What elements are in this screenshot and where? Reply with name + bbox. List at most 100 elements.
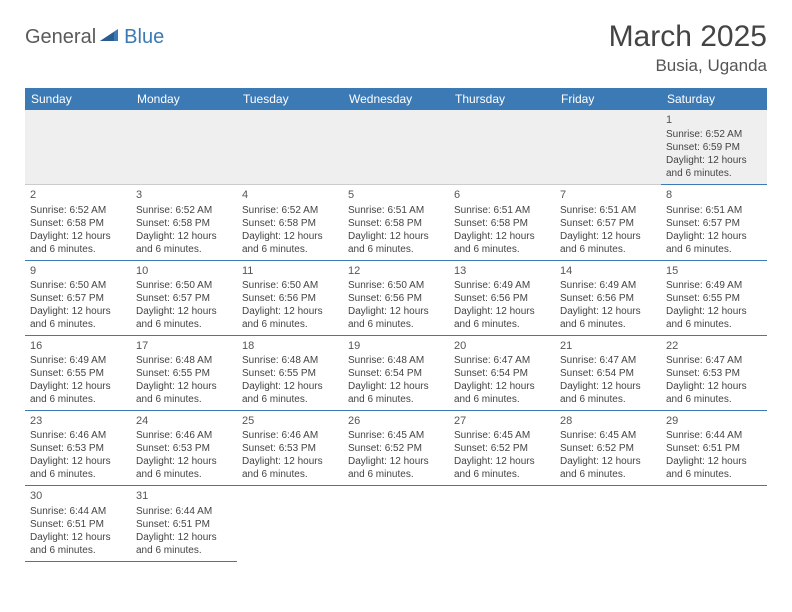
- calendar-week-row: 1Sunrise: 6:52 AMSunset: 6:59 PMDaylight…: [25, 110, 767, 185]
- weekday-header: Monday: [131, 88, 237, 110]
- day-number: 10: [136, 264, 232, 278]
- sunset-line: Sunset: 6:54 PM: [560, 367, 656, 380]
- calendar-day-cell: 22Sunrise: 6:47 AMSunset: 6:53 PMDayligh…: [661, 335, 767, 410]
- calendar-day-cell: 23Sunrise: 6:46 AMSunset: 6:53 PMDayligh…: [25, 411, 131, 486]
- calendar-day-cell: 20Sunrise: 6:47 AMSunset: 6:54 PMDayligh…: [449, 335, 555, 410]
- sunset-line: Sunset: 6:52 PM: [348, 442, 444, 455]
- daylight-line: Daylight: 12 hours and 6 minutes.: [30, 531, 126, 557]
- day-number: 25: [242, 414, 338, 428]
- calendar-day-cell: 29Sunrise: 6:44 AMSunset: 6:51 PMDayligh…: [661, 411, 767, 486]
- weekday-header: Saturday: [661, 88, 767, 110]
- calendar-day-cell: [555, 110, 661, 185]
- calendar-day-cell: 28Sunrise: 6:45 AMSunset: 6:52 PMDayligh…: [555, 411, 661, 486]
- sunrise-line: Sunrise: 6:44 AM: [30, 505, 126, 518]
- calendar-day-cell: 11Sunrise: 6:50 AMSunset: 6:56 PMDayligh…: [237, 260, 343, 335]
- sunset-line: Sunset: 6:56 PM: [348, 292, 444, 305]
- day-number: 29: [666, 414, 762, 428]
- logo-text-general: General: [25, 26, 96, 49]
- calendar-day-cell: [343, 486, 449, 561]
- month-title: March 2025: [609, 20, 767, 54]
- sunrise-line: Sunrise: 6:49 AM: [454, 279, 550, 292]
- calendar-week-row: 16Sunrise: 6:49 AMSunset: 6:55 PMDayligh…: [25, 335, 767, 410]
- day-number: 18: [242, 339, 338, 353]
- calendar-day-cell: 27Sunrise: 6:45 AMSunset: 6:52 PMDayligh…: [449, 411, 555, 486]
- daylight-line: Daylight: 12 hours and 6 minutes.: [454, 455, 550, 481]
- day-number: 22: [666, 339, 762, 353]
- sunset-line: Sunset: 6:58 PM: [454, 217, 550, 230]
- daylight-line: Daylight: 12 hours and 6 minutes.: [136, 455, 232, 481]
- daylight-line: Daylight: 12 hours and 6 minutes.: [666, 305, 762, 331]
- day-number: 3: [136, 188, 232, 202]
- sunrise-line: Sunrise: 6:48 AM: [136, 354, 232, 367]
- sunset-line: Sunset: 6:55 PM: [136, 367, 232, 380]
- calendar-day-cell: 24Sunrise: 6:46 AMSunset: 6:53 PMDayligh…: [131, 411, 237, 486]
- day-number: 1: [666, 113, 762, 127]
- day-number: 4: [242, 188, 338, 202]
- sunset-line: Sunset: 6:57 PM: [30, 292, 126, 305]
- sunrise-line: Sunrise: 6:49 AM: [30, 354, 126, 367]
- sunset-line: Sunset: 6:58 PM: [30, 217, 126, 230]
- calendar-week-row: 9Sunrise: 6:50 AMSunset: 6:57 PMDaylight…: [25, 260, 767, 335]
- sunrise-line: Sunrise: 6:44 AM: [666, 429, 762, 442]
- daylight-line: Daylight: 12 hours and 6 minutes.: [30, 305, 126, 331]
- sunset-line: Sunset: 6:52 PM: [560, 442, 656, 455]
- calendar-day-cell: 14Sunrise: 6:49 AMSunset: 6:56 PMDayligh…: [555, 260, 661, 335]
- day-number: 19: [348, 339, 444, 353]
- sunset-line: Sunset: 6:55 PM: [30, 367, 126, 380]
- weekday-header: Sunday: [25, 88, 131, 110]
- sunset-line: Sunset: 6:51 PM: [30, 518, 126, 531]
- logo-flag-icon: [100, 27, 122, 48]
- calendar-day-cell: 18Sunrise: 6:48 AMSunset: 6:55 PMDayligh…: [237, 335, 343, 410]
- daylight-line: Daylight: 12 hours and 6 minutes.: [560, 305, 656, 331]
- calendar-day-cell: 31Sunrise: 6:44 AMSunset: 6:51 PMDayligh…: [131, 486, 237, 561]
- daylight-line: Daylight: 12 hours and 6 minutes.: [136, 305, 232, 331]
- sunrise-line: Sunrise: 6:51 AM: [666, 204, 762, 217]
- daylight-line: Daylight: 12 hours and 6 minutes.: [30, 380, 126, 406]
- sunset-line: Sunset: 6:53 PM: [242, 442, 338, 455]
- daylight-line: Daylight: 12 hours and 6 minutes.: [348, 380, 444, 406]
- sunset-line: Sunset: 6:57 PM: [666, 217, 762, 230]
- calendar-table: SundayMondayTuesdayWednesdayThursdayFrid…: [25, 88, 767, 562]
- sunrise-line: Sunrise: 6:47 AM: [454, 354, 550, 367]
- calendar-day-cell: 16Sunrise: 6:49 AMSunset: 6:55 PMDayligh…: [25, 335, 131, 410]
- sunset-line: Sunset: 6:54 PM: [348, 367, 444, 380]
- day-number: 26: [348, 414, 444, 428]
- day-number: 12: [348, 264, 444, 278]
- daylight-line: Daylight: 12 hours and 6 minutes.: [30, 455, 126, 481]
- day-number: 13: [454, 264, 550, 278]
- day-number: 17: [136, 339, 232, 353]
- calendar-day-cell: [449, 110, 555, 185]
- day-number: 6: [454, 188, 550, 202]
- daylight-line: Daylight: 12 hours and 6 minutes.: [454, 380, 550, 406]
- sunrise-line: Sunrise: 6:50 AM: [30, 279, 126, 292]
- weekday-header: Tuesday: [237, 88, 343, 110]
- sunrise-line: Sunrise: 6:44 AM: [136, 505, 232, 518]
- daylight-line: Daylight: 12 hours and 6 minutes.: [136, 230, 232, 256]
- day-number: 24: [136, 414, 232, 428]
- day-number: 14: [560, 264, 656, 278]
- sunrise-line: Sunrise: 6:51 AM: [560, 204, 656, 217]
- sunrise-line: Sunrise: 6:51 AM: [454, 204, 550, 217]
- calendar-day-cell: 17Sunrise: 6:48 AMSunset: 6:55 PMDayligh…: [131, 335, 237, 410]
- sunset-line: Sunset: 6:55 PM: [242, 367, 338, 380]
- calendar-day-cell: 19Sunrise: 6:48 AMSunset: 6:54 PMDayligh…: [343, 335, 449, 410]
- weekday-header: Friday: [555, 88, 661, 110]
- daylight-line: Daylight: 12 hours and 6 minutes.: [666, 230, 762, 256]
- calendar-day-cell: 3Sunrise: 6:52 AMSunset: 6:58 PMDaylight…: [131, 185, 237, 260]
- sunset-line: Sunset: 6:56 PM: [454, 292, 550, 305]
- sunset-line: Sunset: 6:52 PM: [454, 442, 550, 455]
- calendar-day-cell: 7Sunrise: 6:51 AMSunset: 6:57 PMDaylight…: [555, 185, 661, 260]
- sunset-line: Sunset: 6:59 PM: [666, 141, 762, 154]
- calendar-day-cell: 12Sunrise: 6:50 AMSunset: 6:56 PMDayligh…: [343, 260, 449, 335]
- sunset-line: Sunset: 6:55 PM: [666, 292, 762, 305]
- sunrise-line: Sunrise: 6:49 AM: [560, 279, 656, 292]
- calendar-day-cell: 5Sunrise: 6:51 AMSunset: 6:58 PMDaylight…: [343, 185, 449, 260]
- title-block: March 2025 Busia, Uganda: [609, 20, 767, 76]
- calendar-day-cell: 15Sunrise: 6:49 AMSunset: 6:55 PMDayligh…: [661, 260, 767, 335]
- sunrise-line: Sunrise: 6:48 AM: [242, 354, 338, 367]
- calendar-day-cell: 1Sunrise: 6:52 AMSunset: 6:59 PMDaylight…: [661, 110, 767, 185]
- sunrise-line: Sunrise: 6:45 AM: [560, 429, 656, 442]
- calendar-day-cell: [131, 110, 237, 185]
- day-number: 11: [242, 264, 338, 278]
- day-number: 30: [30, 489, 126, 503]
